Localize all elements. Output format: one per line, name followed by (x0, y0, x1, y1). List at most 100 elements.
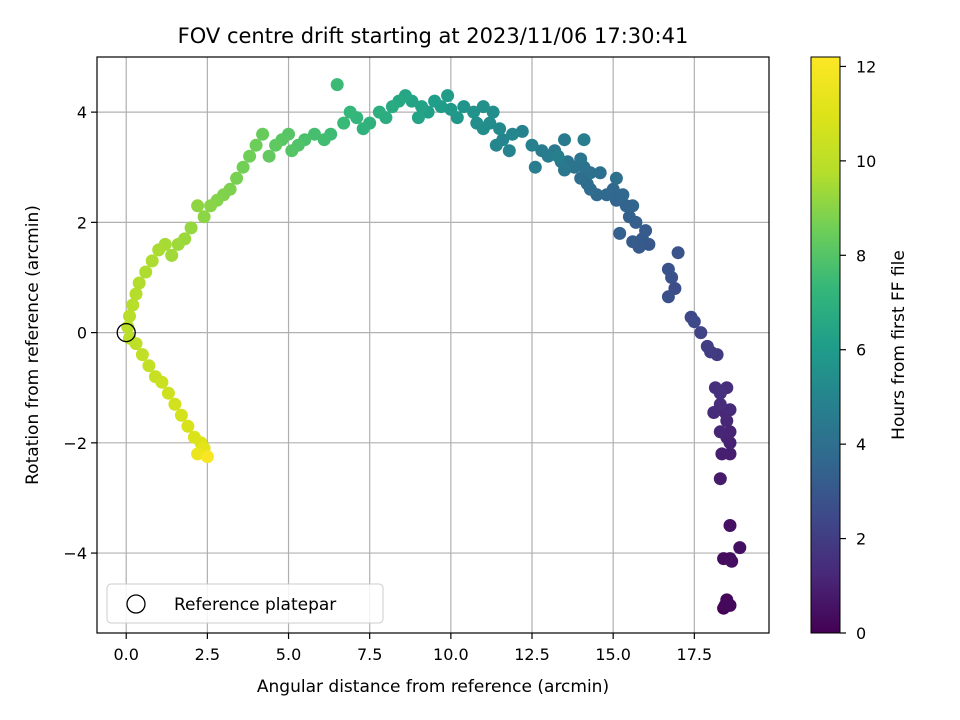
data-point (593, 166, 607, 180)
data-point (626, 235, 640, 249)
data-point (489, 138, 503, 152)
data-point (132, 276, 146, 290)
data-point (493, 122, 507, 136)
data-point (574, 171, 588, 185)
data-point (457, 100, 471, 114)
data-point (230, 171, 244, 185)
data-point (694, 326, 708, 340)
data-point (558, 133, 571, 147)
y-tick-label: 2 (77, 213, 87, 232)
colorbar-tick-label: 12 (856, 57, 876, 76)
data-point (262, 149, 276, 163)
data-point (515, 124, 529, 138)
chart-title: FOV centre drift starting at 2023/11/06 … (178, 24, 689, 48)
data-point (385, 100, 399, 114)
data-point (191, 447, 205, 461)
data-point (723, 403, 737, 417)
data-point (713, 386, 727, 400)
data-point (161, 386, 175, 400)
data-point (528, 160, 542, 174)
data-point (343, 105, 357, 119)
data-point (155, 375, 169, 389)
data-point (476, 100, 490, 114)
data-point (135, 348, 149, 362)
data-point (506, 127, 519, 141)
data-point (661, 290, 675, 304)
grid-layer (97, 57, 769, 633)
data-point (713, 397, 727, 411)
data-point (191, 199, 205, 213)
data-point (574, 152, 588, 166)
x-tick-label: 5.0 (276, 645, 301, 664)
legend-box (106, 583, 384, 624)
data-point (184, 221, 198, 235)
data-point (204, 199, 218, 213)
data-point (444, 102, 458, 116)
y-tick-label: −4 (63, 544, 87, 563)
data-point (152, 243, 166, 257)
data-point (415, 100, 429, 114)
colorbar: 0 2 4 6 8 10 12 Hours from first FF file (810, 56, 909, 643)
x-tick-label: 10.0 (433, 645, 469, 664)
x-tick-label: 2.5 (195, 645, 220, 664)
y-axis-label: Rotation from reference (arcmin) (23, 205, 43, 485)
data-point (723, 519, 737, 532)
data-point (639, 224, 653, 238)
colorbar-gradient (810, 56, 841, 634)
data-point (577, 133, 591, 147)
data-point (174, 408, 188, 422)
data-points (121, 78, 747, 615)
data-point (609, 171, 623, 185)
reference-marker-layer (116, 322, 136, 343)
data-point (317, 133, 331, 147)
data-point (356, 122, 370, 136)
data-point (535, 144, 549, 158)
data-point (613, 226, 627, 240)
reference-platepar-marker (116, 322, 136, 343)
data-point (171, 237, 185, 251)
colorbar-tick-label: 8 (856, 246, 866, 265)
x-tick-label: 17.5 (677, 645, 713, 664)
data-point (441, 89, 455, 103)
legend-reference-marker (126, 594, 146, 614)
data-point (236, 160, 250, 174)
x-axis-label: Angular distance from reference (arcmin) (257, 677, 609, 697)
data-point (525, 138, 539, 152)
data-point (428, 94, 442, 108)
plot-frame (96, 56, 770, 634)
legend-reference-label: Reference platepar (174, 595, 336, 615)
data-point (126, 298, 140, 312)
data-point (197, 210, 211, 224)
data-point (622, 210, 636, 224)
data-point (411, 111, 425, 125)
data-point (129, 337, 143, 351)
data-point (626, 199, 640, 213)
data-point (285, 144, 299, 158)
data-point (723, 425, 737, 439)
data-point (470, 116, 484, 130)
y-tick-label: 4 (77, 103, 87, 122)
data-point (256, 127, 270, 141)
data-point (718, 598, 732, 612)
colorbar-tick-label: 0 (856, 624, 866, 643)
data-point (142, 359, 156, 373)
data-point (337, 116, 351, 130)
colorbar-tick-label: 10 (856, 152, 876, 171)
data-point (725, 554, 739, 568)
data-point (502, 144, 516, 158)
data-point (687, 315, 701, 329)
x-tick-label: 12.5 (514, 645, 550, 664)
data-point (661, 262, 675, 276)
data-point (200, 450, 214, 464)
data-point (733, 541, 747, 555)
data-point (715, 447, 729, 461)
data-point (249, 138, 263, 152)
data-point (467, 105, 481, 119)
data-point (308, 127, 321, 141)
data-point (486, 105, 500, 119)
data-point (330, 78, 344, 92)
y-tick-label: −2 (63, 434, 87, 453)
data-point (372, 105, 386, 119)
data-point (243, 149, 257, 163)
